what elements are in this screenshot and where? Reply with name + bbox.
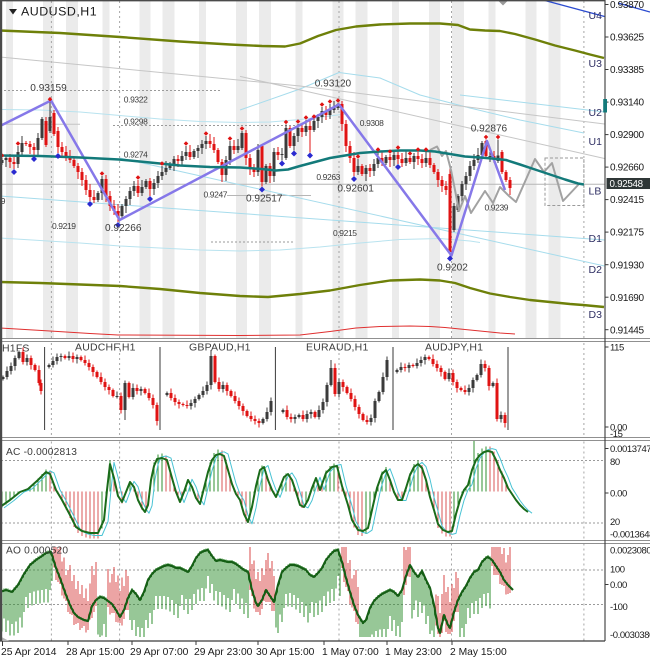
svg-text:0.9215: 0.9215 [333, 228, 357, 238]
svg-text:0.9263: 0.9263 [316, 172, 340, 182]
svg-text:0.92601: 0.92601 [337, 183, 374, 194]
svg-text:0.93625: 0.93625 [610, 33, 644, 44]
svg-text:0.00: 0.00 [610, 488, 627, 499]
svg-text:EURAUD,H1: EURAUD,H1 [306, 341, 368, 353]
svg-text:AC -0.0002813: AC -0.0002813 [6, 447, 77, 458]
svg-text:0.0013747: 0.0013747 [610, 444, 650, 455]
svg-text:0.93120: 0.93120 [315, 78, 352, 89]
svg-text:0.9322: 0.9322 [124, 95, 148, 105]
svg-text:-100: -100 [610, 602, 628, 613]
svg-text:29 Apr 23:00: 29 Apr 23:00 [194, 647, 253, 658]
svg-text:AO 0.000520: AO 0.000520 [6, 546, 68, 557]
svg-text:0.00: 0.00 [610, 580, 627, 591]
svg-text:0.92876: 0.92876 [471, 124, 508, 135]
svg-text:0.92900: 0.92900 [610, 130, 644, 141]
svg-text:0.9247: 0.9247 [204, 189, 228, 199]
svg-text:30 Apr 15:00: 30 Apr 15:00 [256, 647, 315, 658]
svg-text:0.9308: 0.9308 [360, 118, 384, 128]
svg-text:U2: U2 [589, 107, 603, 119]
svg-text:0.91690: 0.91690 [610, 293, 644, 304]
svg-text:0.9202: 0.9202 [437, 263, 468, 274]
svg-text:29 Apr 07:00: 29 Apr 07:00 [130, 647, 189, 658]
svg-text:-15: -15 [610, 429, 623, 440]
svg-text:-0.0030380: -0.0030380 [610, 630, 650, 641]
svg-text:0.91930: 0.91930 [610, 260, 644, 271]
svg-text:0.92175: 0.92175 [610, 228, 644, 239]
svg-text:0.9274: 0.9274 [124, 150, 148, 160]
svg-text:0.93140: 0.93140 [610, 98, 644, 109]
svg-text:1 May 07:00: 1 May 07:00 [322, 647, 379, 658]
svg-text:-0.0013648: -0.0013648 [610, 529, 650, 540]
svg-text:D3: D3 [589, 309, 603, 321]
svg-text:1 May 23:00: 1 May 23:00 [385, 647, 442, 658]
svg-text:28 Apr 15:00: 28 Apr 15:00 [66, 647, 125, 658]
svg-text:0.92415: 0.92415 [610, 195, 644, 206]
svg-text:U1: U1 [589, 136, 603, 148]
svg-text:115: 115 [610, 342, 624, 353]
svg-text:AUDJPY,H1: AUDJPY,H1 [425, 341, 483, 353]
svg-text:D2: D2 [589, 264, 603, 276]
svg-text:80: 80 [610, 457, 620, 468]
svg-text:H1FS: H1FS [2, 342, 30, 354]
svg-text:0.9298: 0.9298 [124, 116, 148, 126]
svg-text:0.0023080: 0.0023080 [610, 545, 650, 556]
svg-text:AUDUSD,H1: AUDUSD,H1 [21, 4, 97, 18]
svg-text:0.93385: 0.93385 [610, 65, 644, 76]
svg-text:0.92548: 0.92548 [610, 179, 644, 190]
svg-text:0.93159: 0.93159 [30, 83, 67, 94]
svg-text:0.92660: 0.92660 [610, 163, 644, 174]
svg-text:0.92517: 0.92517 [246, 194, 283, 205]
svg-text:0.00: 0.00 [610, 422, 627, 433]
svg-text:20: 20 [610, 517, 620, 528]
svg-text:D1: D1 [589, 233, 603, 245]
svg-text:0.92266: 0.92266 [105, 223, 142, 234]
svg-text:9: 9 [1, 196, 6, 206]
svg-text:25 Apr 2014: 25 Apr 2014 [1, 647, 57, 658]
svg-text:GBPAUD,H1: GBPAUD,H1 [189, 341, 251, 353]
svg-text:U3: U3 [589, 58, 603, 70]
svg-text:0.91445: 0.91445 [610, 325, 644, 336]
svg-text:0.93870: 0.93870 [610, 0, 644, 11]
svg-text:100: 100 [610, 564, 625, 575]
svg-text:0.9239: 0.9239 [485, 202, 509, 212]
svg-text:U4: U4 [589, 10, 603, 22]
svg-text:0.9219: 0.9219 [52, 221, 76, 231]
svg-text:2 May 15:00: 2 May 15:00 [450, 647, 507, 658]
svg-text:AUDCHF,H1: AUDCHF,H1 [75, 341, 136, 353]
svg-text:LB: LB [589, 185, 602, 197]
